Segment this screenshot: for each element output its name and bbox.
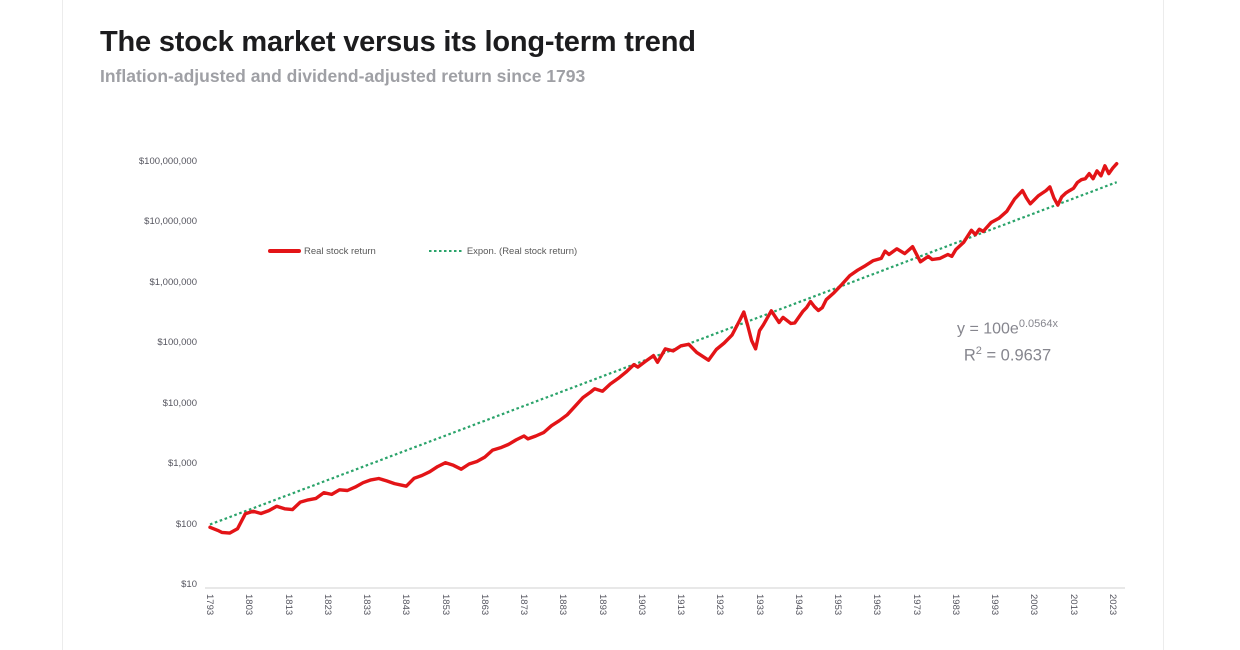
x-tick-label: 1993 bbox=[989, 594, 1000, 616]
x-tick-label: 1893 bbox=[596, 594, 608, 616]
x-tick-label: 1983 bbox=[949, 594, 961, 616]
legend-label-real-return: Real stock return bbox=[304, 245, 376, 257]
x-tick-label: 1823 bbox=[321, 594, 333, 616]
y-tick-label: $100,000 bbox=[157, 337, 197, 348]
y-tick-label: $10,000,000 bbox=[144, 216, 197, 227]
page-title: The stock market versus its long-term tr… bbox=[100, 26, 696, 58]
y-tick-label: $10,000 bbox=[162, 397, 197, 409]
trend-equation: y = 100e0.0564x R2 = 0.9637 bbox=[905, 318, 1110, 366]
legend-label-trend: Expon. (Real stock return) bbox=[466, 245, 578, 257]
x-tick-label: 1903 bbox=[635, 594, 647, 616]
x-tick-label: 1803 bbox=[243, 594, 255, 616]
real-stock-return-line bbox=[208, 162, 1119, 535]
x-tick-label: 1883 bbox=[557, 594, 569, 616]
x-tick-label: 1973 bbox=[910, 594, 922, 616]
x-tick-label: 1843 bbox=[400, 594, 412, 616]
red-line-swatch-icon bbox=[268, 249, 301, 253]
x-tick-label: 1923 bbox=[714, 594, 726, 616]
green-dotted-swatch-icon bbox=[428, 249, 462, 253]
y-tick-label: $100 bbox=[175, 518, 197, 530]
equation-r-squared: R2 = 0.9637 bbox=[963, 345, 1052, 365]
y-tick-label: $10 bbox=[181, 579, 197, 590]
x-tick-label: 1953 bbox=[832, 594, 843, 616]
legend: Real stock return Expon. (Real stock ret… bbox=[268, 243, 577, 259]
x-tick-label: 2023 bbox=[1106, 594, 1118, 616]
x-tick-label: 1853 bbox=[439, 594, 451, 616]
x-tick-label: 1943 bbox=[792, 594, 804, 616]
y-tick-label: $1,000 bbox=[167, 458, 197, 469]
x-tick-label: 1833 bbox=[361, 594, 372, 616]
x-tick-label: 1863 bbox=[478, 594, 490, 616]
y-tick-label: $100,000,000 bbox=[138, 155, 197, 167]
equation-formula: y = 100e0.0564x bbox=[957, 318, 1058, 338]
x-tick-label: 1793 bbox=[204, 594, 215, 616]
content-card bbox=[62, 0, 1164, 650]
x-tick-label: 1963 bbox=[871, 594, 883, 616]
x-tick-label: 1933 bbox=[753, 594, 765, 616]
x-tick-label: 1873 bbox=[518, 594, 529, 616]
x-tick-label: 1813 bbox=[282, 594, 294, 616]
x-tick-label: 2003 bbox=[1028, 594, 1040, 616]
x-tick-label: 2013 bbox=[1067, 594, 1079, 616]
page-subtitle: Inflation-adjusted and dividend-adjusted… bbox=[100, 66, 586, 86]
x-tick-label: 1913 bbox=[675, 594, 686, 616]
y-tick-label: $1,000,000 bbox=[149, 276, 197, 288]
equation-exponent: 0.0564x bbox=[1018, 318, 1058, 330]
